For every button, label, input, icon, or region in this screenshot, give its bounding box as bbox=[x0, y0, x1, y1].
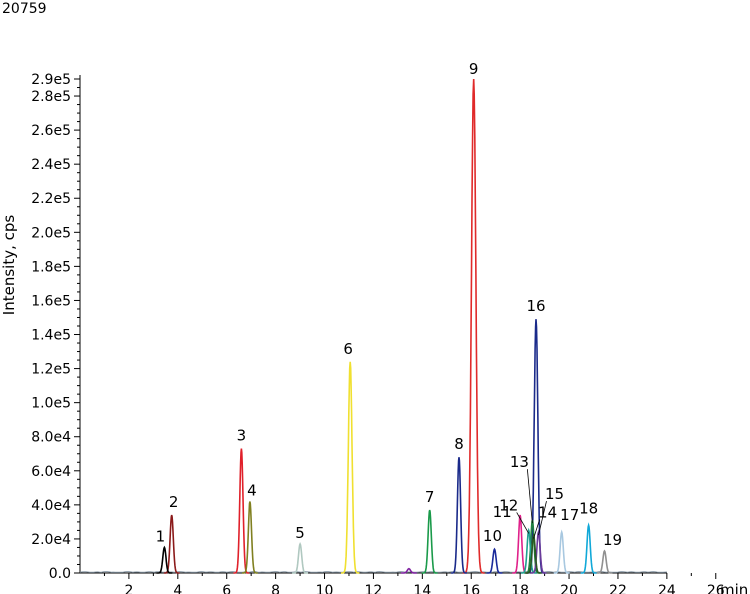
minor-peak-trace bbox=[400, 567, 417, 574]
x-tick-label: 24 bbox=[658, 583, 676, 594]
peak-label-19: 19 bbox=[603, 531, 622, 549]
peak-trace-2 bbox=[163, 514, 180, 574]
peak-label-15: 15 bbox=[545, 485, 564, 503]
x-axis-unit: min bbox=[720, 581, 748, 594]
sample-id-label: 20759 bbox=[2, 1, 47, 17]
x-tick-label: 16 bbox=[462, 583, 480, 594]
x-tick-label: 18 bbox=[511, 583, 529, 594]
x-tick-label: 20 bbox=[560, 583, 578, 594]
y-tick-label: 2.0e4 bbox=[31, 532, 71, 548]
y-tick-label: 2.2e5 bbox=[31, 191, 71, 207]
peak-trace-1 bbox=[156, 545, 173, 574]
y-tick-label: 1.8e5 bbox=[31, 259, 71, 275]
y-tick-label: 8.0e4 bbox=[31, 430, 71, 446]
y-tick-label: 2.9e5 bbox=[31, 72, 71, 88]
peak-label-3: 3 bbox=[237, 427, 247, 445]
peak-label-12: 12 bbox=[499, 496, 518, 514]
peak-label-11: 11 bbox=[493, 503, 512, 521]
y-tick-label: 1.6e5 bbox=[31, 293, 71, 309]
y-tick-label: 6.0e4 bbox=[31, 464, 71, 480]
y-axis: 0.0 2.0e4 4.0e4 6.0e4 8.0e4 1.0e5 1.2e5 1.4e5 1.… bbox=[31, 72, 81, 582]
peak-label-2: 2 bbox=[169, 493, 179, 511]
peak-leader-line bbox=[538, 501, 547, 536]
peak-label-5: 5 bbox=[295, 524, 305, 542]
peak-trace-9 bbox=[462, 78, 485, 574]
y-tick-label: 1.2e5 bbox=[31, 362, 71, 378]
peak-trace-19 bbox=[596, 549, 613, 574]
peak-trace-15 bbox=[530, 529, 547, 574]
x-tick-label: 10 bbox=[316, 583, 334, 594]
peak-trace-6 bbox=[341, 361, 360, 574]
peak-trace-14 bbox=[525, 532, 542, 574]
peak-leader-line bbox=[516, 512, 530, 534]
x-tick-label: 12 bbox=[365, 583, 383, 594]
peak-label-13: 13 bbox=[510, 453, 529, 471]
peak-trace-10 bbox=[486, 547, 503, 574]
y-tick-label: 0.0 bbox=[49, 566, 71, 582]
x-tick-label: 8 bbox=[271, 583, 280, 594]
x-axis: 2 4 6 8 10 12 14 16 18 20 22 24 26 bbox=[80, 572, 725, 594]
x-tick-label: 14 bbox=[413, 583, 431, 594]
y-tick-label: 1.4e5 bbox=[31, 328, 71, 344]
peak-label-9: 9 bbox=[469, 60, 479, 78]
peak-label-16: 16 bbox=[526, 297, 545, 315]
baseline-trace bbox=[79, 571, 667, 573]
peak-traces bbox=[79, 78, 667, 574]
x-tick-label: 26 bbox=[707, 583, 725, 594]
peak-trace-5 bbox=[292, 542, 308, 574]
peak-label-6: 6 bbox=[343, 340, 353, 358]
peak-trace-8 bbox=[451, 457, 467, 574]
peak-trace-7 bbox=[421, 509, 438, 574]
peak-label-14: 14 bbox=[538, 504, 557, 522]
y-tick-label: 1.0e5 bbox=[31, 396, 71, 412]
peak-label-8: 8 bbox=[454, 435, 464, 453]
peak-trace-4 bbox=[242, 501, 258, 574]
peak-label-17: 17 bbox=[560, 506, 579, 524]
peak-trace-18 bbox=[580, 522, 597, 574]
peak-leader-line bbox=[526, 469, 533, 524]
y-tick-label: 4.0e4 bbox=[31, 498, 71, 514]
peak-trace-17 bbox=[553, 529, 570, 574]
peak-label-18: 18 bbox=[579, 499, 598, 517]
peak-trace-3 bbox=[233, 448, 250, 574]
x-tick-label: 22 bbox=[609, 583, 627, 594]
x-tick-label: 2 bbox=[124, 583, 133, 594]
peak-label-7: 7 bbox=[425, 488, 435, 506]
y-tick-label: 2.6e5 bbox=[31, 123, 71, 139]
y-tick-label: 2.8e5 bbox=[31, 89, 71, 105]
x-tick-label: 4 bbox=[173, 583, 182, 594]
peak-label-10: 10 bbox=[483, 527, 502, 545]
peak-label-4: 4 bbox=[247, 481, 257, 499]
peak-label-1: 1 bbox=[156, 527, 166, 545]
y-tick-label: 2.0e5 bbox=[31, 225, 71, 241]
peak-leader-line bbox=[533, 519, 540, 539]
y-tick-label: 2.4e5 bbox=[31, 157, 71, 173]
x-tick-label: 6 bbox=[222, 583, 231, 594]
y-axis-label: Intensity, cps bbox=[0, 215, 18, 316]
